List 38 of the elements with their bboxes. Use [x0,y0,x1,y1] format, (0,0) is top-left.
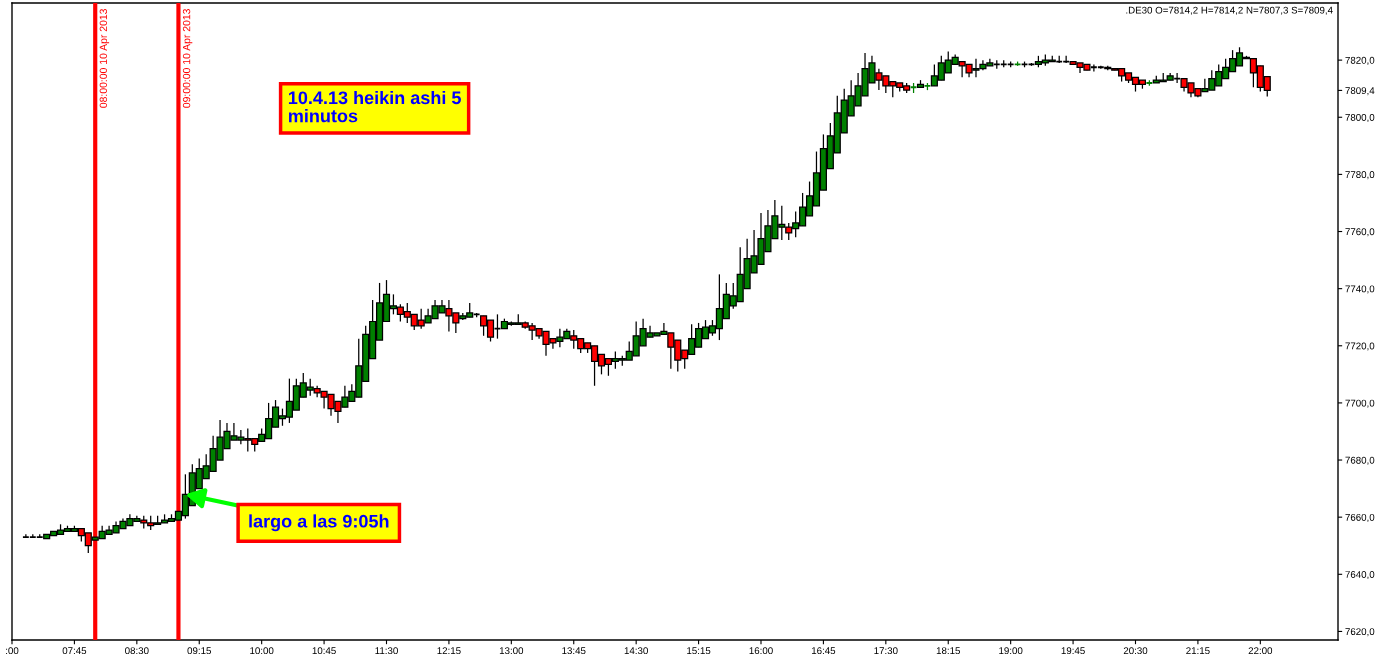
x-tick-label: 16:45 [811,647,836,655]
x-tick-label: 10:45 [312,647,336,655]
x-tick-label: 19:45 [1061,647,1085,655]
y-tick-label: 7720,0 [1345,342,1375,351]
x-tick-label: 12:15 [437,647,461,655]
x-tick-label: 22:00 [1248,647,1273,655]
x-tick-label: 14:30 [624,647,648,655]
y-tick-label: 7740,0 [1345,285,1375,294]
y-tick-label: 7809,4 [1345,87,1375,96]
x-tick-label: 13:45 [562,647,586,655]
text: 10.4.13 heikin ashi 5 minutos [288,90,461,123]
y-tick-label: 7660,0 [1345,513,1375,522]
y-tick-label: 7820,0 [1345,56,1375,65]
y-tick-label: 7700,0 [1345,399,1375,408]
x-tick-label: 09:15 [187,647,212,655]
y-tick-label: 7620,0 [1345,628,1375,637]
x-tick-label: 15:15 [687,647,711,655]
ref-line-label: 09:00:00 10 Apr 2013 [182,9,193,108]
annotation: .DE30 O=7814,2 H=7814,2 N=7807,3 S=7809,4 [1126,6,1333,15]
x-tick-label: :00 [6,647,19,655]
x-tick-label: 13:00 [499,647,524,655]
x-tick-label: 11:30 [375,647,398,655]
x-tick-label: 17:30 [874,647,898,655]
y-tick-label: 7640,0 [1345,571,1375,580]
x-tick-label: 18:15 [936,647,960,655]
x-tick-label: 07:45 [62,647,87,655]
y-tick-label: 7680,0 [1345,456,1375,465]
x-tick-label: 16:00 [749,647,773,655]
ref-line-label: 08:00:00 10 Apr 2013 [99,9,110,108]
y-tick-label: 7760,0 [1345,228,1375,237]
y-tick-label: 7780,0 [1345,171,1375,180]
y-tick-label: 7800,0 [1345,113,1375,123]
x-tick-label: 20:30 [1123,647,1148,655]
x-tick-label: 19:00 [999,647,1023,655]
x-tick-label: 21:15 [1186,647,1210,655]
x-tick-label: 08:30 [125,647,149,655]
x-tick-label: 10:00 [250,647,274,655]
annotation: largo a las 9:05h [249,514,389,532]
